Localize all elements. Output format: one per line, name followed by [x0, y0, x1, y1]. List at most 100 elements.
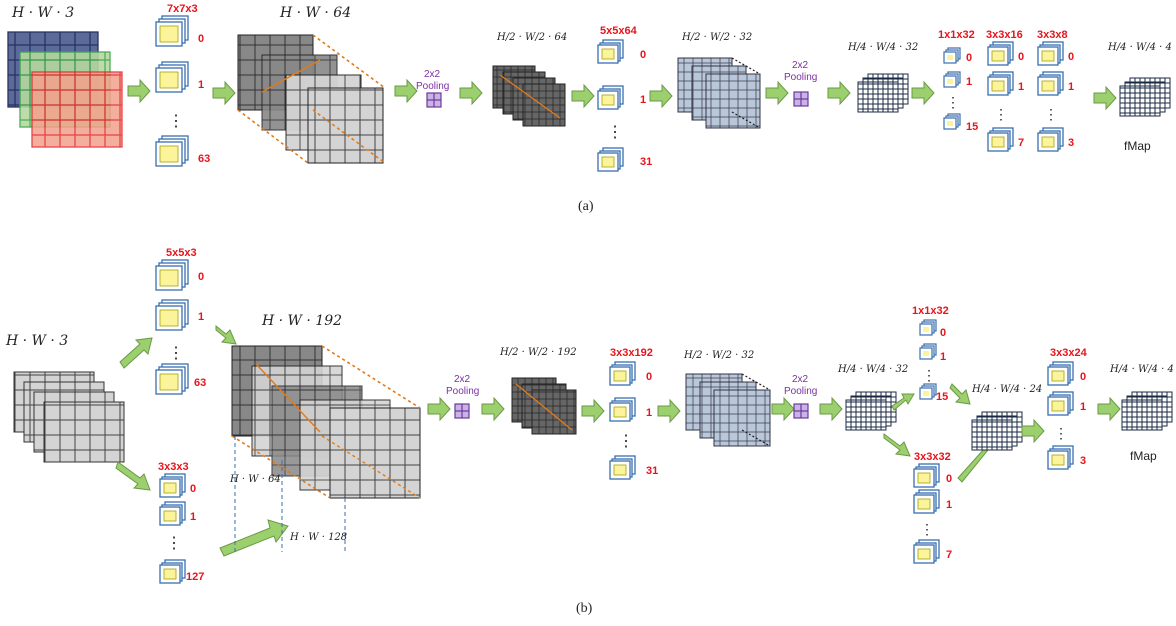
a-kernel4-idx-1: 1 — [1018, 81, 1024, 93]
b-arrow-5 — [581, 399, 605, 423]
a-pool2-line1: 2x2 — [792, 60, 809, 71]
b-fmap2-stack — [511, 377, 577, 435]
b-kernel-column-4: 1x1x32 0 1 ⋮ 15 — [912, 305, 949, 403]
b-arrow-3 — [427, 397, 451, 421]
b-kernel-column-1: 5x5x3 0 1 ⋮ 63 — [155, 247, 206, 395]
b-kernel6-idx-1: 1 — [1080, 401, 1086, 413]
b-arrow-k4 — [949, 383, 971, 405]
a-input-image-stack — [7, 31, 123, 148]
b-fmap4-label: H/4 · W/4 · 32 — [837, 364, 908, 375]
b-fmap4-stack — [845, 391, 897, 431]
b-kernel4-idx-0: 0 — [940, 327, 946, 339]
b-arrow-k1 — [215, 324, 237, 345]
b-arrow-7 — [771, 397, 795, 421]
a-fmap1-label: H · W · 64 — [279, 5, 351, 21]
b-arrow-10 — [1097, 397, 1121, 421]
b-kernel4-label: 1x1x32 — [912, 305, 949, 317]
a-kernel2-idx-0: 0 — [640, 49, 646, 61]
a-kernel3-ellipsis: ⋮ — [946, 94, 960, 110]
a-arrow-2 — [212, 81, 236, 105]
a-kernel2-idx-1: 1 — [640, 94, 646, 106]
a-pool2-line2: Pooling — [784, 72, 817, 83]
b-output-stack — [1121, 391, 1173, 431]
a-pool1-line2: Pooling — [416, 81, 449, 92]
b-kernel1-idx-0: 0 — [198, 271, 204, 283]
b-fmap5-stack — [971, 411, 1023, 451]
b-kernel5-idx-1: 1 — [946, 499, 952, 511]
a-input-label: H · W · 3 — [11, 5, 74, 21]
a-arrow-6 — [649, 84, 673, 108]
a-kernel1-ellipsis: ⋮ — [168, 113, 184, 130]
a-kernel1-idx-1: 1 — [198, 79, 204, 91]
b-kernel3-ellipsis: ⋮ — [618, 433, 634, 450]
b-kernel5-ellipsis: ⋮ — [920, 521, 934, 537]
b-kernel2-idx-0: 0 — [190, 483, 196, 495]
a-kernel-column-2: 5x5x64 0 1 ⋮ 31 — [597, 25, 652, 172]
a-fmap1-stack — [237, 34, 386, 164]
b-arrow-4 — [481, 397, 505, 421]
a-kernel-column-5: 3x3x8 0 1 ⋮ 3 — [1037, 29, 1074, 152]
a-arrow-3 — [394, 79, 418, 103]
b-kernel4-idx-15: 15 — [936, 391, 948, 403]
a-kernel1-label: 7x7x3 — [167, 3, 198, 15]
a-output-label: H/4 · W/4 · 4 — [1107, 42, 1172, 53]
b-fmap5-label: H/4 · W/4 · 24 — [971, 384, 1042, 395]
b-kernel6-ellipsis: ⋮ — [1054, 425, 1068, 441]
a-kernel2-ellipsis: ⋮ — [607, 124, 623, 141]
a-kernel4-label: 3x3x16 — [986, 29, 1023, 41]
b-fmap2-label: H/2 · W/2 · 192 — [499, 347, 577, 358]
panel-b: H · W · 3 5x5x3 0 1 ⋮ 63 3x3x3 0 — [5, 247, 1174, 616]
a-kernel-column-4: 3x3x16 0 1 ⋮ 7 — [986, 29, 1024, 152]
a-pool1-line1: 2x2 — [424, 69, 441, 80]
a-pool1-icon — [426, 92, 442, 108]
b-fmap3-label: H/2 · W/2 · 32 — [683, 350, 754, 361]
a-kernel5-idx-1: 1 — [1068, 81, 1074, 93]
b-arrow-8 — [819, 397, 843, 421]
b-caption: (b) — [576, 601, 593, 616]
a-kernel2-label: 5x5x64 — [600, 25, 638, 37]
a-kernel4-ellipsis: ⋮ — [994, 106, 1008, 122]
b-kernel-column-3: 3x3x192 0 1 ⋮ 31 — [609, 347, 658, 480]
b-kernel5-idx-7: 7 — [946, 549, 952, 561]
b-pool2-line1: 2x2 — [792, 374, 809, 385]
a-kernel5-ellipsis: ⋮ — [1044, 106, 1058, 122]
a-kernel4-idx-0: 0 — [1018, 51, 1024, 63]
b-arrow-6 — [657, 399, 681, 423]
a-kernel3-label: 1x1x32 — [938, 29, 975, 41]
b-kernel2-idx-1: 1 — [190, 511, 196, 523]
a-pool2-icon — [793, 91, 809, 107]
b-kernel-column-2: 3x3x3 0 1 ⋮ 127 — [158, 461, 204, 584]
a-arrow-5 — [571, 84, 595, 108]
b-pool1-line1: 2x2 — [454, 374, 471, 385]
a-arrow-10 — [1093, 86, 1117, 110]
a-kernel3-idx-0: 0 — [966, 52, 972, 64]
b-kernel3-label: 3x3x192 — [610, 347, 653, 359]
a-kernel4-idx-7: 7 — [1018, 137, 1024, 149]
b-kernel5-idx-0: 0 — [946, 473, 952, 485]
a-kernel5-label: 3x3x8 — [1037, 29, 1068, 41]
b-split-label-a: H · W · 64 — [229, 474, 281, 485]
b-kernel3-idx-31: 31 — [646, 465, 658, 477]
a-kernel5-idx-0: 0 — [1068, 51, 1074, 63]
b-arrow-down — [115, 461, 151, 491]
b-input-label: H · W · 3 — [5, 333, 68, 349]
b-kernel-column-5: 3x3x32 0 1 ⋮ 7 — [913, 451, 952, 564]
b-pool1-line2: Pooling — [446, 386, 479, 397]
b-fmap1-stack — [231, 345, 421, 552]
a-fmap-text: fMap — [1124, 139, 1151, 153]
a-arrow-1 — [127, 79, 151, 103]
a-arrow-4 — [459, 81, 483, 105]
b-arrow-up-2 — [891, 393, 915, 411]
b-kernel6-idx-3: 3 — [1080, 455, 1086, 467]
a-kernel3-idx-1: 1 — [966, 76, 972, 88]
a-fmap2-label: H/2 · W/2 · 64 — [496, 32, 567, 43]
a-kernel1-idx-0: 0 — [198, 33, 204, 45]
a-arrow-9 — [911, 81, 935, 105]
b-kernel1-idx-1: 1 — [198, 311, 204, 323]
b-pool2-line2: Pooling — [784, 386, 817, 397]
a-kernel5-idx-3: 3 — [1068, 137, 1074, 149]
b-kernel2-idx-127: 127 — [186, 571, 204, 583]
b-kernel3-idx-1: 1 — [646, 407, 652, 419]
a-fmap4-stack — [857, 73, 909, 113]
